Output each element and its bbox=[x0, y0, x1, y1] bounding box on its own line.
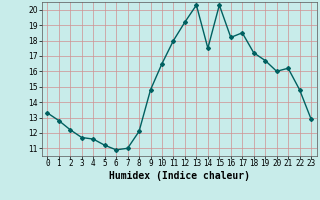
X-axis label: Humidex (Indice chaleur): Humidex (Indice chaleur) bbox=[109, 171, 250, 181]
